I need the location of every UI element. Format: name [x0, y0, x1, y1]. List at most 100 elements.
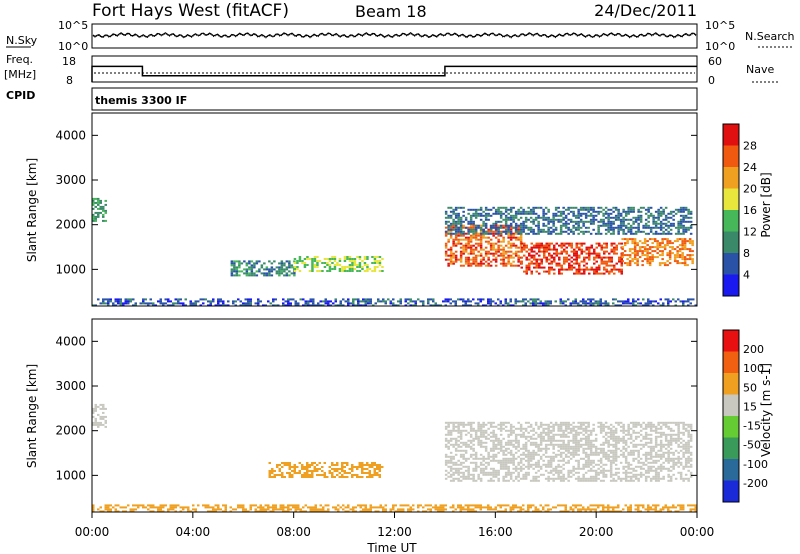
heat-cell [509, 256, 513, 259]
heat-cell [94, 409, 97, 412]
heat-cell [522, 467, 525, 470]
heat-cell [642, 224, 645, 227]
heat-cell [621, 256, 624, 259]
heat-cell [378, 262, 382, 264]
heat-cell [332, 302, 335, 305]
heat-cell [319, 508, 322, 511]
heat-cell [247, 298, 250, 301]
heat-cell [612, 431, 615, 434]
heat-cell [547, 226, 550, 229]
heat-cell [122, 304, 125, 307]
heat-cell [283, 274, 286, 277]
heat-cell [429, 504, 432, 507]
heat-cell [602, 449, 605, 452]
heat-cell [323, 462, 326, 464]
heat-cell [519, 423, 523, 426]
heat-cell [509, 457, 513, 460]
heat-cell [275, 272, 279, 275]
heat-cell [293, 262, 297, 264]
heat-cell [204, 506, 207, 509]
heat-cell [577, 441, 580, 444]
heat-cell [597, 220, 600, 223]
heat-cell [579, 439, 583, 442]
heat-cell [593, 250, 596, 253]
heat-cell [472, 228, 475, 231]
heat-cell [657, 467, 660, 470]
heat-cell [644, 479, 648, 482]
heat-cell [677, 425, 680, 428]
heat-cell [281, 462, 284, 464]
heat-cell [492, 248, 495, 251]
heat-cell [564, 208, 568, 211]
heat-cell [602, 214, 605, 217]
heat-cell [392, 302, 395, 305]
heat-cell [346, 472, 349, 474]
heat-cell [472, 222, 475, 225]
heat-cell [649, 228, 653, 231]
heat-cell [554, 218, 558, 221]
heat-cell [667, 455, 670, 458]
heat-cell [94, 197, 97, 200]
heat-cell [444, 437, 448, 440]
heat-cell [482, 232, 485, 235]
heat-cell [363, 264, 367, 266]
heat-cell [647, 467, 650, 470]
heat-cell [674, 421, 678, 424]
heat-cell [552, 459, 555, 462]
heat-cell [639, 439, 643, 442]
heat-cell [537, 228, 540, 231]
heat-cell [589, 212, 593, 215]
heat-cell [577, 445, 580, 448]
heat-cell [92, 215, 95, 218]
heat-cell [499, 234, 503, 237]
heat-cell [414, 302, 417, 305]
heat-cell [514, 252, 518, 255]
heat-cell [614, 435, 618, 438]
heat-cell [479, 427, 483, 430]
heat-cell [351, 266, 354, 268]
heat-cell [654, 425, 658, 428]
heat-cell [652, 508, 655, 511]
heat-cell [550, 256, 553, 259]
heat-cell [647, 421, 650, 424]
heat-cell [464, 244, 468, 247]
heat-cell [361, 466, 364, 468]
heat-cell [673, 248, 677, 251]
heat-cell [634, 423, 638, 426]
heat-cell [682, 425, 685, 428]
heat-cell [464, 232, 468, 235]
heat-cell [459, 506, 462, 509]
heat-cell [649, 445, 653, 448]
heat-cell [594, 433, 598, 436]
heat-cell [187, 506, 190, 509]
heat-cell [142, 506, 145, 509]
heat-cell [564, 224, 568, 227]
heat-cell [593, 248, 596, 251]
heat-cell [484, 506, 487, 509]
heat-cell [677, 435, 680, 438]
heat-cell [612, 461, 615, 464]
heat-cell [504, 208, 508, 211]
heat-cell [284, 510, 287, 513]
heat-cell [654, 216, 658, 219]
heat-cell [444, 242, 448, 245]
heat-cell [524, 471, 528, 474]
heat-cell [558, 256, 561, 259]
heat-cell [569, 475, 573, 478]
heat-cell [482, 230, 485, 233]
heat-cell [457, 425, 460, 428]
heat-cell [517, 506, 520, 509]
heat-cell [449, 250, 453, 253]
heat-cell [507, 230, 510, 233]
heat-cell [373, 256, 377, 258]
heat-cell [293, 272, 296, 275]
heat-cell [407, 510, 410, 513]
heat-cell [648, 260, 652, 263]
heat-cell [230, 260, 234, 263]
heat-cell [492, 449, 495, 452]
heat-cell [673, 260, 677, 263]
heat-cell [585, 266, 588, 269]
heat-cell [646, 250, 649, 253]
heat-cell [608, 270, 611, 273]
heat-cell [297, 304, 300, 307]
